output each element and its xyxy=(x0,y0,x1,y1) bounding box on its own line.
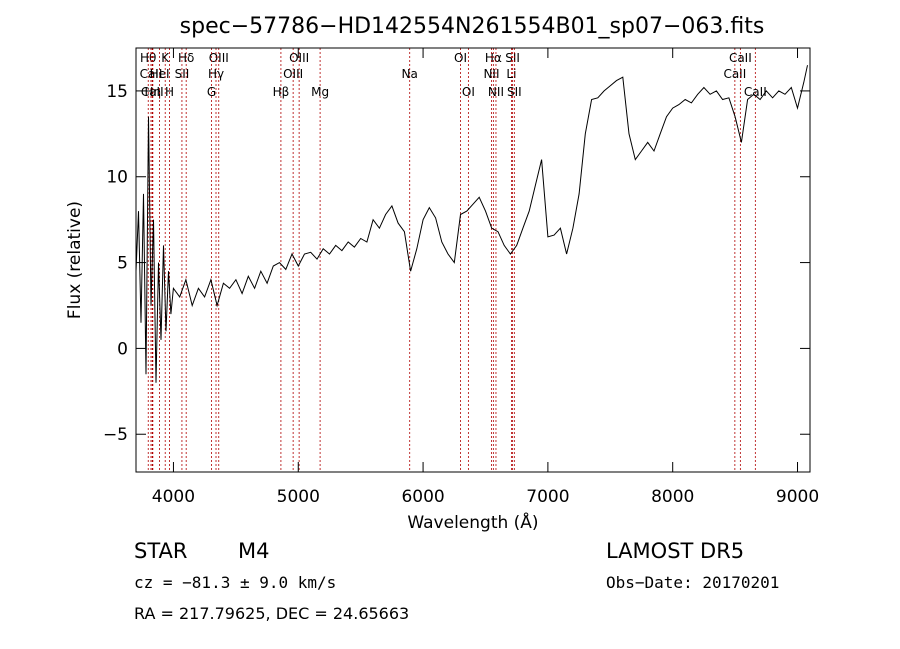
line-marker-label: Na xyxy=(402,67,418,81)
line-marker-label: Hδ xyxy=(178,51,194,65)
line-marker-label: Li xyxy=(506,67,516,81)
x-axis-label: Wavelength (Å) xyxy=(407,511,538,533)
y-axis-label: Flux (relative) xyxy=(65,201,85,319)
line-marker-label: OIII xyxy=(283,67,303,81)
line-marker-label: Hβ xyxy=(273,85,290,99)
line-marker-label: Hη xyxy=(145,85,162,99)
line-marker-label: SII xyxy=(505,51,520,65)
line-marker-label: OIII xyxy=(209,51,229,65)
line-marker-label: CaII xyxy=(140,67,163,81)
cz-value: cz = −81.3 ± 9.0 km/s xyxy=(134,573,336,592)
x-tick-label: 4000 xyxy=(152,487,195,507)
line-marker-label: SII xyxy=(507,85,522,99)
x-tick-label: 5000 xyxy=(277,487,320,507)
line-marker-label: K xyxy=(161,51,170,65)
line-marker-label: CaII xyxy=(729,51,752,65)
x-tick-label: 8000 xyxy=(651,487,694,507)
line-marker-label: G xyxy=(207,85,216,99)
y-tick-label: −5 xyxy=(103,425,128,445)
ra-dec: RA = 217.79625, DEC = 24.65663 xyxy=(134,604,409,623)
x-tick-label: 7000 xyxy=(526,487,569,507)
obs-date: Obs−Date: 20170201 xyxy=(606,573,779,592)
line-marker-label: NII xyxy=(483,67,499,81)
line-marker-label: CaII xyxy=(141,85,164,99)
line-marker-label: Hγ xyxy=(208,67,224,81)
line-marker-label: SII xyxy=(175,67,190,81)
line-marker-label: CaII xyxy=(723,67,746,81)
line-marker-label: HeI xyxy=(150,67,170,81)
y-tick-label: 15 xyxy=(106,82,128,102)
chart-title: spec−57786−HD142554N261554B01_sp07−063.f… xyxy=(180,14,765,39)
y-tick-label: 5 xyxy=(117,254,128,274)
line-marker-label: Hα xyxy=(485,51,502,65)
object-class: STAR xyxy=(134,539,187,563)
survey-name: LAMOST DR5 xyxy=(606,539,744,563)
line-marker-label: OI xyxy=(462,85,475,99)
object-subclass: M4 xyxy=(238,539,269,563)
y-tick-label: 10 xyxy=(106,168,128,188)
x-tick-label: 6000 xyxy=(401,487,444,507)
plot-frame xyxy=(135,47,811,473)
line-marker-label: Hθ xyxy=(140,51,156,65)
x-tick-label: 9000 xyxy=(776,487,819,507)
line-marker-label: NII xyxy=(488,85,504,99)
y-tick-label: 0 xyxy=(117,339,128,359)
line-marker-label: OI xyxy=(454,51,467,65)
line-marker-label: OIII xyxy=(289,51,309,65)
line-marker-label: H xyxy=(165,85,174,99)
line-marker-label: CaII xyxy=(744,85,767,99)
axis-ticks: 4000 5000 6000 7000 8000 9000 −5 0 5 10 15 xyxy=(103,48,819,507)
spectrum-line xyxy=(135,65,808,383)
line-marker-label: Mg xyxy=(311,85,329,99)
